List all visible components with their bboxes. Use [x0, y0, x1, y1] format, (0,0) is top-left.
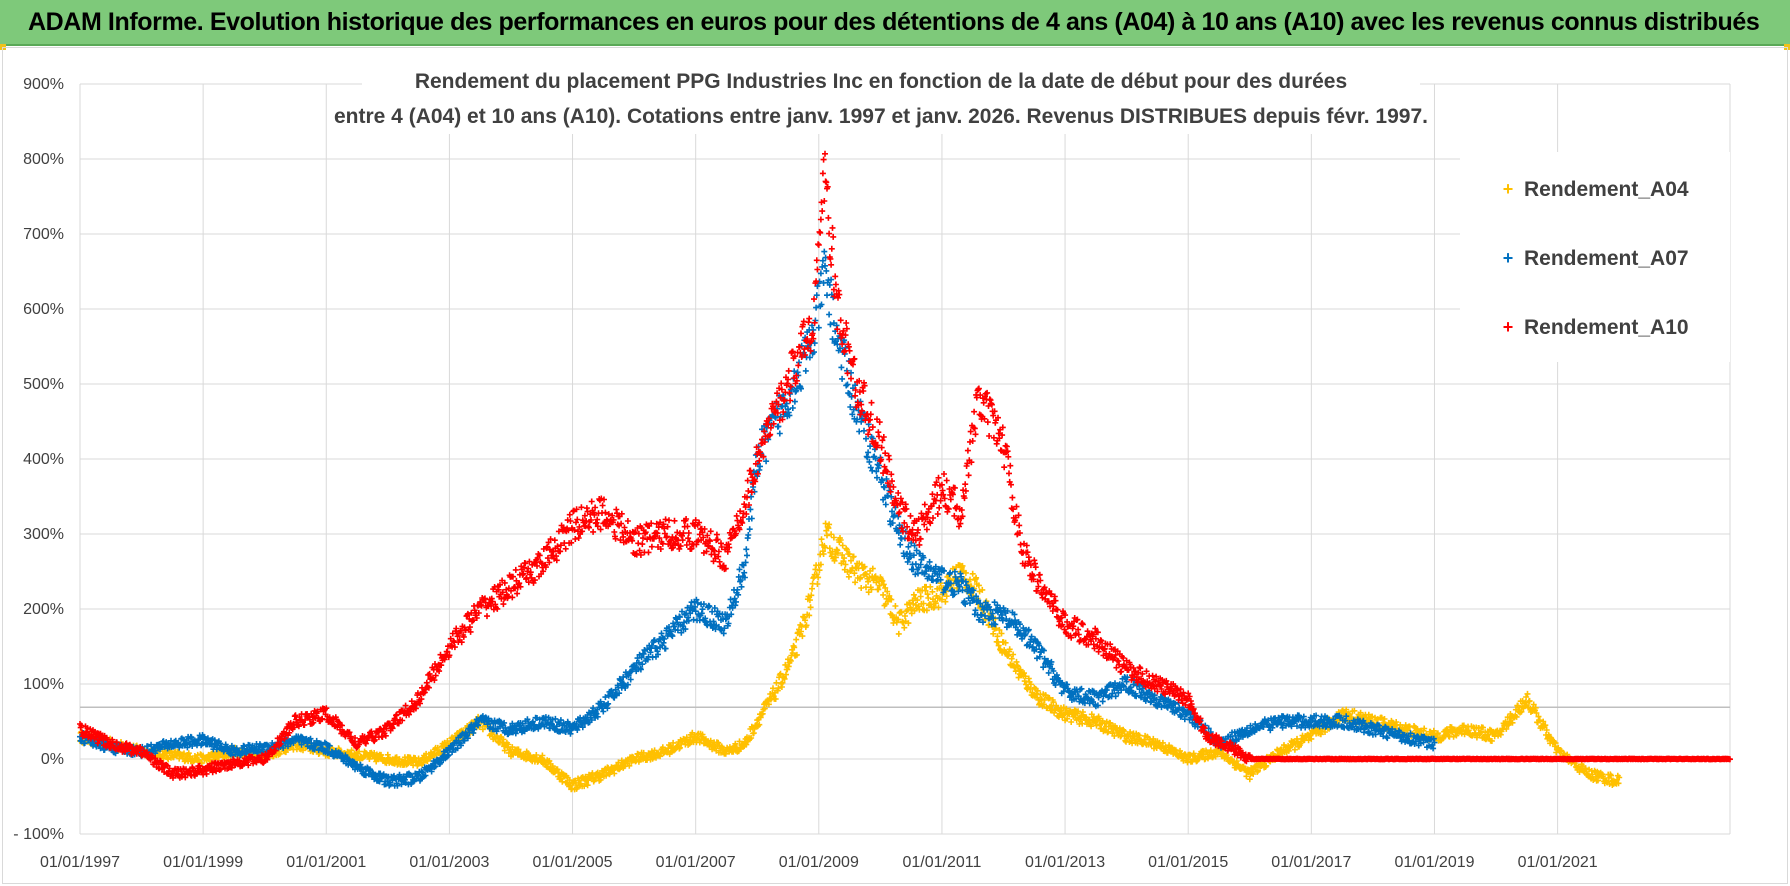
- data-point: [500, 736, 507, 743]
- data-point: [501, 747, 508, 754]
- data-point: [746, 526, 753, 533]
- data-point: [789, 405, 796, 411]
- data-point: [776, 430, 783, 437]
- banner-title: ADAM Informe. Evolution historique des p…: [28, 8, 1760, 36]
- data-point: [745, 532, 752, 538]
- data-point: [821, 248, 828, 255]
- data-point: [554, 766, 561, 773]
- x-tick-label: 01/01/2017: [1271, 854, 1351, 871]
- data-point: [802, 367, 809, 374]
- data-point: [861, 427, 867, 434]
- y-tick-label: 600%: [23, 301, 64, 318]
- data-point: [1099, 698, 1106, 705]
- y-tick-label: 100%: [23, 676, 64, 693]
- data-point: [897, 541, 904, 548]
- data-point: [892, 603, 899, 609]
- data-point: [814, 581, 821, 587]
- y-tick-label: 200%: [23, 601, 64, 618]
- data-point: [917, 593, 924, 600]
- x-tick-label: 01/01/2019: [1394, 854, 1474, 871]
- data-point: [773, 679, 780, 686]
- data-point: [793, 636, 800, 643]
- data-point: [500, 601, 507, 608]
- y-tick-label: 400%: [23, 451, 64, 468]
- data-point: [626, 762, 633, 769]
- data-points: [77, 150, 1733, 793]
- x-tick-label: 01/01/2007: [656, 854, 736, 871]
- data-point: [818, 536, 825, 543]
- data-point: [1068, 719, 1075, 725]
- data-point: [662, 645, 669, 652]
- x-tick-label: 01/01/2015: [1148, 854, 1228, 871]
- x-tick-label: 01/01/2011: [902, 854, 981, 871]
- y-tick-label: 500%: [23, 376, 64, 393]
- data-point: [484, 613, 490, 620]
- data-point: [546, 757, 553, 764]
- data-point: [895, 630, 902, 637]
- data-point: [838, 364, 845, 371]
- data-point: [744, 552, 750, 559]
- x-tick-label: 01/01/2021: [1518, 854, 1598, 871]
- data-point: [839, 375, 846, 382]
- data-point: [276, 750, 283, 757]
- x-tick-label: 01/01/1997: [40, 854, 120, 871]
- y-tick-label: 0%: [41, 751, 64, 768]
- data-point: [826, 311, 833, 318]
- data-point: [880, 591, 887, 598]
- y-tick-label: - 100%: [13, 826, 64, 843]
- y-tick-label: 300%: [23, 526, 64, 543]
- y-tick-label: 900%: [23, 76, 64, 93]
- header-banner: ADAM Informe. Evolution historique des p…: [0, 0, 1790, 46]
- data-point: [512, 566, 519, 573]
- data-point: [539, 752, 546, 759]
- data-point: [824, 532, 830, 539]
- data-point: [505, 741, 512, 748]
- x-tick-label: 01/01/2013: [1025, 854, 1105, 871]
- x-tick-label: 01/01/1999: [163, 854, 243, 871]
- data-point: [839, 542, 846, 549]
- data-point: [969, 570, 976, 577]
- data-point: [791, 398, 798, 405]
- data-point: [566, 777, 573, 784]
- data-point: [1246, 776, 1253, 783]
- data-point: [925, 595, 932, 601]
- y-tick-label: 700%: [23, 226, 64, 243]
- data-point: [827, 321, 834, 328]
- data-point: [815, 324, 822, 331]
- data-point: [738, 583, 745, 590]
- data-point: [348, 747, 355, 754]
- data-point: [615, 759, 622, 766]
- x-tick-label: 01/01/2001: [286, 854, 366, 871]
- data-point: [611, 770, 618, 777]
- x-tick-label: 01/01/2009: [779, 854, 859, 871]
- data-point: [479, 726, 486, 733]
- data-point: [434, 744, 441, 751]
- y-tick-label: 800%: [23, 151, 64, 168]
- data-point: [356, 748, 363, 755]
- data-point: [423, 750, 430, 757]
- data-point: [549, 763, 556, 770]
- chart-frame: [2, 47, 1788, 884]
- data-point: [509, 594, 516, 601]
- data-point: [551, 537, 558, 544]
- x-tick-label: 01/01/2005: [532, 854, 612, 871]
- data-point: [514, 590, 521, 597]
- series-Rendement_A04: [77, 520, 1623, 793]
- data-point: [901, 624, 908, 631]
- data-point: [420, 759, 427, 766]
- data-point: [743, 546, 750, 553]
- x-tick-label: 01/01/2003: [409, 854, 489, 871]
- x-axis-ticks: 01/01/1997 01/01/1999 01/01/2001 01/01/2003…: [40, 854, 1598, 871]
- y-axis-ticks: - 100% 0% 100% 200% 300% 400% 500% 600% 700% 800%…: [13, 76, 64, 843]
- data-point: [515, 746, 522, 753]
